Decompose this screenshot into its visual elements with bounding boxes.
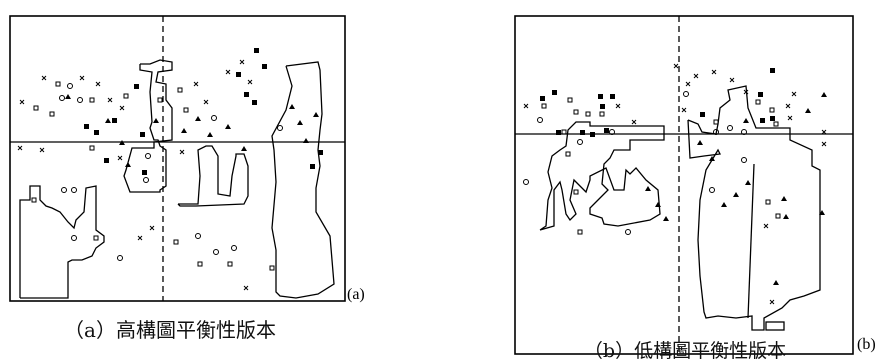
panel-a-region-left <box>19 185 105 299</box>
panel-a-crosses <box>17 59 253 291</box>
panel-a <box>9 15 346 302</box>
panel-a-region-right <box>271 61 335 299</box>
panel-a-caption: （a）高構圖平衡性版本 <box>64 318 276 342</box>
panel-a-region-top-center <box>123 59 173 193</box>
panel-b-hollow-circles <box>523 91 747 235</box>
panel-b-region-right <box>687 85 821 331</box>
panel-b-crosses <box>523 63 827 305</box>
panel-b <box>514 15 854 355</box>
panel-a-filled-squares <box>84 48 323 175</box>
panel-a-triangles <box>65 94 319 167</box>
panel-b-caption: （b）低構圖平衡性版本 <box>583 340 787 362</box>
panel-b-tag: (b) <box>857 336 876 353</box>
panel-a-frame <box>9 15 346 302</box>
panel-a-hollow-squares <box>31 81 275 271</box>
panel-b-region-divider <box>747 163 755 319</box>
panel-a-region-center <box>177 145 249 207</box>
panel-b-frame <box>514 15 854 355</box>
panel-b-triangles <box>645 92 827 285</box>
panel-b-hollow-squares <box>541 97 781 235</box>
panel-b-region-left <box>539 121 665 231</box>
panel-b-filled-squares <box>540 68 775 137</box>
panel-a-hollow-circles <box>59 83 283 261</box>
panel-a-tag: (a) <box>347 286 365 303</box>
panel-b-region-foot <box>765 321 785 331</box>
